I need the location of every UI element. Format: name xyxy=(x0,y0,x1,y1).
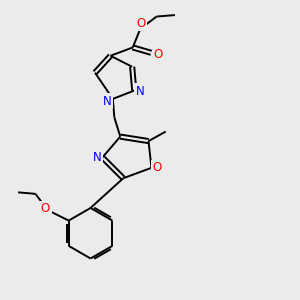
Text: O: O xyxy=(137,16,146,30)
Text: O: O xyxy=(153,48,162,61)
Text: O: O xyxy=(41,202,50,215)
Text: O: O xyxy=(152,161,161,174)
Text: N: N xyxy=(93,151,101,164)
Text: N: N xyxy=(136,85,145,98)
Text: N: N xyxy=(103,95,111,108)
